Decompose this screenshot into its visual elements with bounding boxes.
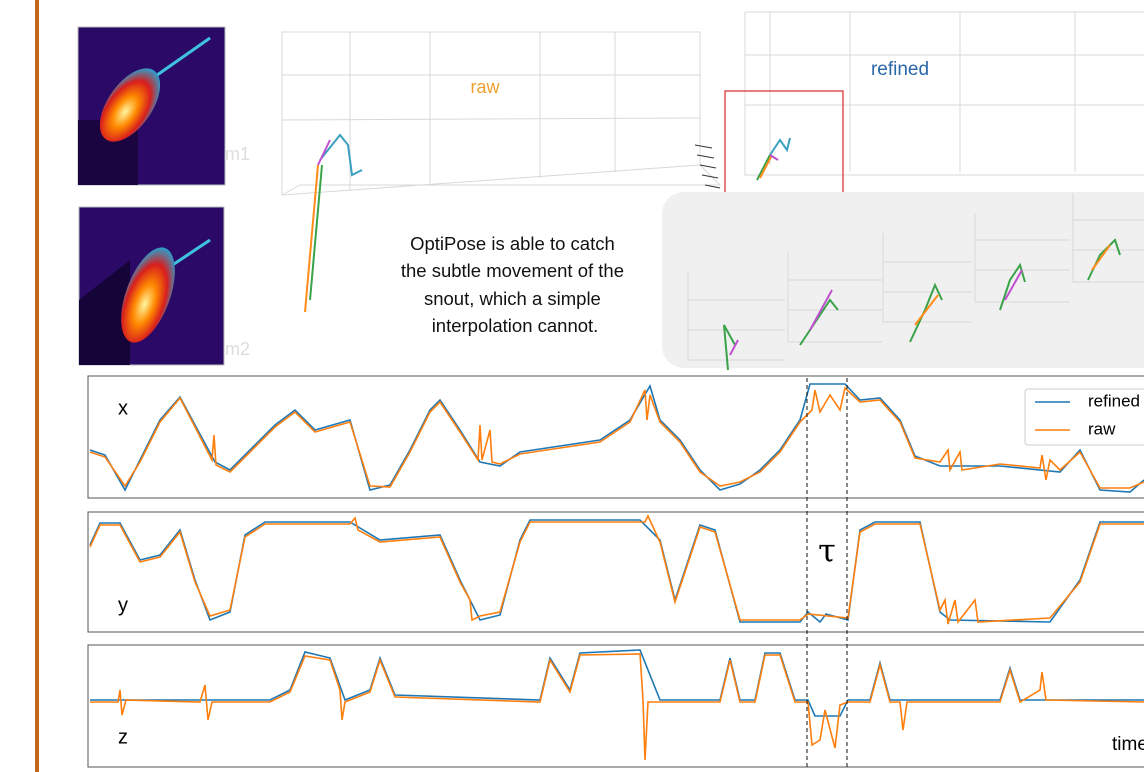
time-label: time xyxy=(1112,734,1144,755)
camera-image xyxy=(78,27,225,185)
inset-panel xyxy=(662,192,1144,368)
page: m1 m2 raw refined xyxy=(0,0,1144,772)
panel-frame xyxy=(88,376,1144,498)
highlight-box xyxy=(725,91,843,209)
legend-label: refined xyxy=(1088,391,1140,410)
x-trace xyxy=(90,384,1144,492)
plot-label: refined xyxy=(871,59,929,80)
panel-label: x xyxy=(118,397,128,419)
annotation-line: OptiPose is able to catch xyxy=(410,233,615,254)
skeleton xyxy=(757,138,790,180)
skeleton xyxy=(305,135,362,312)
plot-label: raw xyxy=(470,77,500,97)
camera-label: m2 xyxy=(225,339,250,359)
refined-3d-grid xyxy=(745,12,1144,175)
annotation-line: the subtle movement of the xyxy=(401,260,624,281)
camera-image xyxy=(79,207,224,365)
panel-frame xyxy=(88,512,1144,632)
annotation-line: snout, which a simple xyxy=(424,288,601,309)
panel-label: z xyxy=(118,726,128,748)
annotation: OptiPose is able to catch the subtle mov… xyxy=(401,233,629,336)
tau-label: τ xyxy=(818,532,836,570)
y-trace xyxy=(90,516,1144,624)
raw-3d-grid xyxy=(282,32,720,195)
legend: refined raw xyxy=(1025,389,1144,445)
z-trace xyxy=(90,650,1144,760)
panel-frame xyxy=(88,645,1144,767)
panel-label: y xyxy=(118,594,128,616)
legend-label: raw xyxy=(1088,419,1116,438)
camera-label: m1 xyxy=(225,144,250,164)
annotation-line: interpolation cannot. xyxy=(432,315,599,336)
figure: m1 m2 raw refined xyxy=(0,0,1144,772)
